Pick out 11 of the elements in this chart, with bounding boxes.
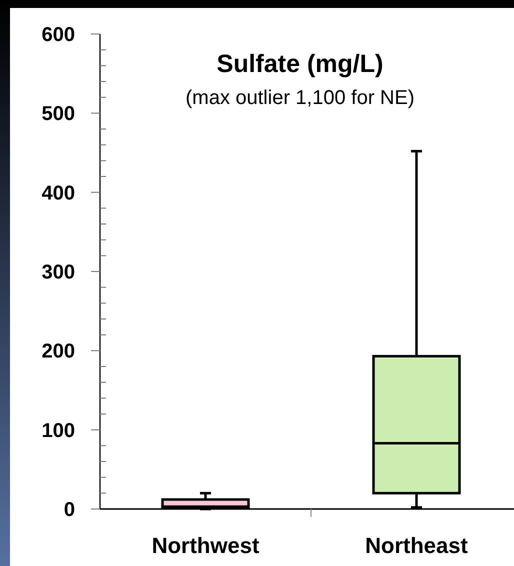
y-tick-label: 100 — [42, 420, 75, 442]
y-tick-label: 0 — [64, 499, 75, 521]
x-tick-label: Northeast — [365, 533, 469, 558]
y-tick-label: 600 — [42, 24, 75, 46]
y-tick-label: 300 — [42, 262, 75, 284]
text: Sulfate (mg/L) — [216, 50, 384, 78]
y-tick-label: 200 — [42, 340, 75, 363]
y-tick-label: 500 — [42, 103, 75, 126]
x-tick-label: Northwest — [152, 533, 260, 558]
text: (max outlier 1,100 for NE) — [186, 87, 414, 109]
y-tick-label: 400 — [42, 182, 75, 204]
